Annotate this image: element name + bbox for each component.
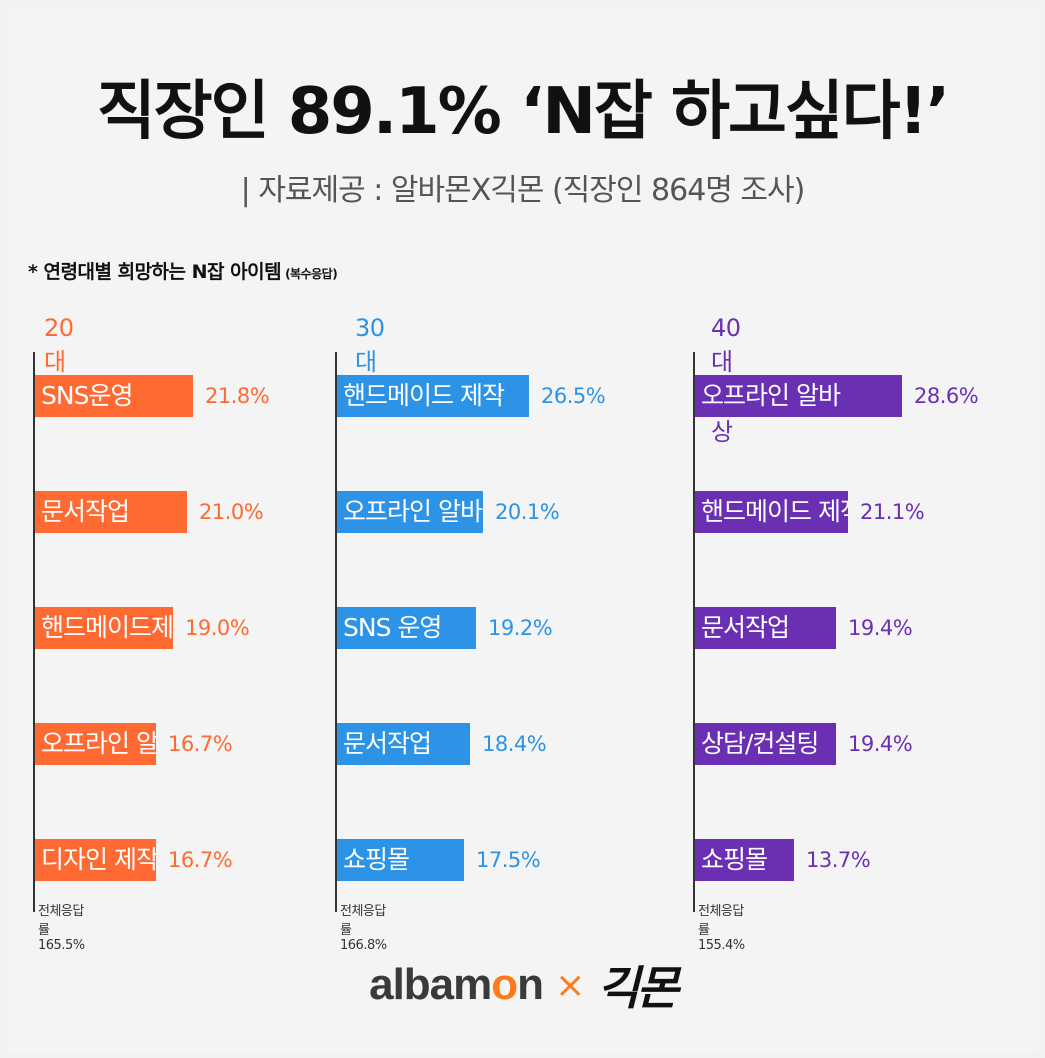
bar: 핸드메이드 제작 xyxy=(695,491,848,533)
bar: 문서작업 xyxy=(35,491,187,533)
bar: 쇼핑몰 xyxy=(337,839,464,881)
gigmon-logo: 긱몬 xyxy=(597,961,679,1015)
bar: SNS운영 xyxy=(35,375,193,417)
bar: 오프라인 알바 xyxy=(35,723,156,765)
chart-axis xyxy=(335,352,337,912)
bar-value-label: 19.0% xyxy=(185,616,250,640)
bar-value-label: 26.5% xyxy=(541,384,606,408)
subtitle: | 자료제공 : 알바몬X긱몬 (직장인 864명 조사) xyxy=(240,173,806,208)
bar-value-label: 16.7% xyxy=(168,848,233,872)
bar: 쇼핑몰 xyxy=(695,839,794,881)
chart-axis xyxy=(693,352,695,912)
chart-axis xyxy=(33,352,35,912)
bar-value-label: 21.1% xyxy=(860,500,925,524)
page-title: 직장인 89.1% ‘N잡 하고싶다!’ xyxy=(96,75,950,149)
section-note-text: * 연령대별 희망하는 N잡 아이템 xyxy=(28,261,282,283)
bar-value-label: 28.6% xyxy=(914,384,979,408)
bar: 상담/컨설팅 xyxy=(695,723,836,765)
section-note: * 연령대별 희망하는 N잡 아이템 (복수응답) xyxy=(28,257,338,284)
bar: 디자인 제작 xyxy=(35,839,156,881)
bar: 핸드메이드 제작 xyxy=(337,375,529,417)
total-response-rate: 전체응답률 165.5% xyxy=(38,904,85,953)
total-response-rate: 전체응답률 166.8% xyxy=(340,904,387,953)
bar-value-label: 16.7% xyxy=(168,732,233,756)
bar-value-label: 21.8% xyxy=(205,384,270,408)
bar-value-label: 19.4% xyxy=(848,616,913,640)
bar-value-label: 20.1% xyxy=(495,500,560,524)
albamon-logo: albamon xyxy=(369,960,544,1009)
logo-x: × xyxy=(555,964,586,1006)
section-note-small: (복수응답) xyxy=(285,267,338,281)
total-response-rate: 전체응답률 155.4% xyxy=(698,904,745,953)
bar: 오프라인 알바 xyxy=(337,491,483,533)
bar-value-label: 19.4% xyxy=(848,732,913,756)
bar-value-label: 13.7% xyxy=(806,848,871,872)
bar-value-label: 19.2% xyxy=(488,616,553,640)
bar: SNS 운영 xyxy=(337,607,476,649)
bar: 문서작업 xyxy=(337,723,470,765)
chart-title: 20대 xyxy=(44,314,74,376)
bar-value-label: 18.4% xyxy=(482,732,547,756)
bar-value-label: 21.0% xyxy=(199,500,264,524)
bar-value-label: 17.5% xyxy=(476,848,541,872)
bar: 오프라인 알바 xyxy=(695,375,902,417)
logo-row: albamon × 긱몬 xyxy=(0,955,1045,1015)
chart-title: 30대 xyxy=(355,314,385,376)
bar: 문서작업 xyxy=(695,607,836,649)
